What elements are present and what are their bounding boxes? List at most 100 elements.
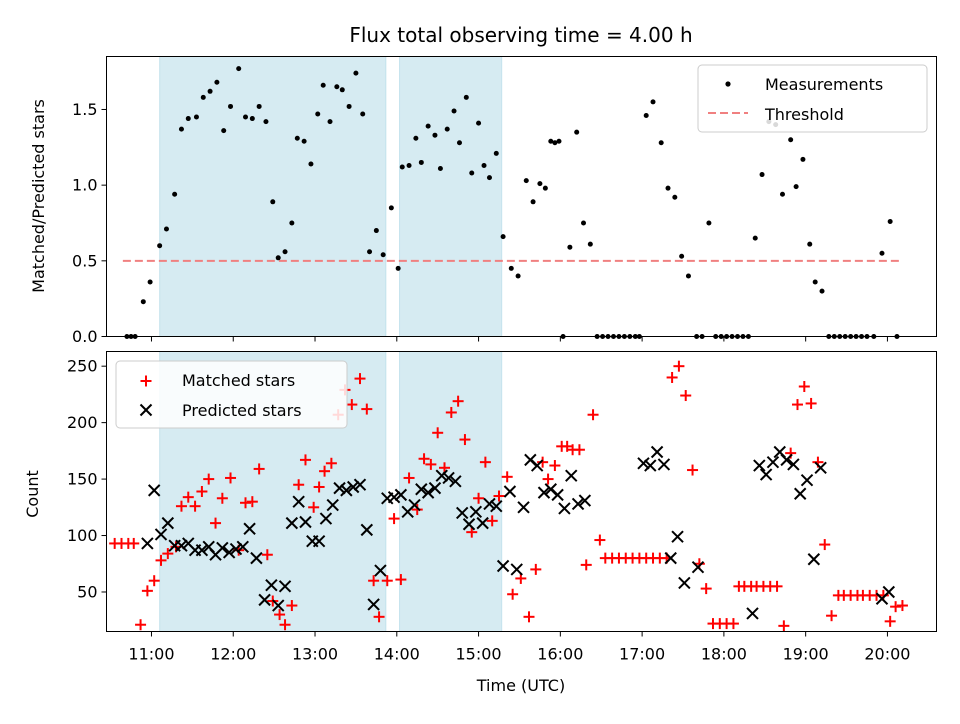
bottom-x-axis-label: Time (UTC) [476,676,565,695]
legend-measurements-label: Measurements [765,75,883,94]
matched-stars-point [700,583,712,595]
measurement-point [643,113,649,119]
measurement-point [665,185,671,191]
predicted-stars-point [258,593,271,607]
predicted-stars-point [346,480,360,494]
matched-stars-point [580,559,592,571]
measurement-point [236,66,242,72]
measurement-point [388,205,394,211]
measurement-point [380,252,386,258]
measurement-point [334,84,340,90]
matched-stars-point [890,601,902,613]
measurement-point [437,166,443,171]
predicted-stars-point [340,484,353,497]
matched-stars-point [418,453,430,465]
measurement-point [444,126,450,132]
predicted-stars-point [456,506,469,520]
legend-matched-label: Matched stars [182,371,295,390]
predicted-stars-point [807,553,821,566]
matched-stars-point [523,611,535,623]
matched-stars-point [819,539,831,551]
predicted-stars-point [578,494,592,507]
predicted-stars-point [637,457,650,470]
measurement-point [672,194,678,200]
measurement-point [788,137,794,143]
measurement-point [425,123,431,129]
measurement-point [552,140,558,146]
predicted-stars-point [299,515,312,529]
predicted-stars-point [483,497,496,511]
predicted-stars-point [517,501,530,514]
measurement-point [812,279,818,285]
matched-stars-point [141,585,153,597]
predicted-stars-point [787,458,800,471]
matched-stars-point [687,464,699,476]
matched-stars-point [542,473,554,485]
top-plot-frame [106,56,937,337]
bottom-x-tick-label: 16:00 [537,645,583,664]
matched-stars-point [162,548,174,560]
predicted-stars-point [571,497,585,511]
predicted-stars-point [794,487,807,500]
predicted-stars-point [353,478,367,491]
measurement-point [752,235,758,241]
measurement-point [887,218,893,224]
matched-stars-point [189,500,201,512]
matched-stars-point [573,444,585,456]
measurement-point [413,135,419,141]
predicted-stars-point [671,530,684,543]
measurement-point [308,161,314,167]
matched-stars-point [196,486,208,497]
matched-stars-point [884,615,896,627]
matched-stars-point [128,537,140,549]
predicted-stars-point [278,580,292,593]
predicted-stars-point [650,445,664,459]
matched-stars-point [549,460,561,472]
predicted-stars-point [558,502,571,515]
measurement-point [800,156,806,162]
predicted-stars-point [435,469,448,482]
measurement-point [339,87,345,93]
matched-stars-point [594,534,606,546]
predicted-stars-point [408,498,421,512]
matched-stars-point [501,471,513,483]
predicted-stars-point [766,455,780,469]
measurement-point [367,249,373,255]
bottom-legend: Matched stars Predicted stars [115,360,348,429]
measurement-point [256,103,262,109]
measurement-point [185,116,191,122]
measurement-point [679,253,685,259]
top-y-tick-label: 0.0 [72,327,97,346]
measurement-point [456,140,462,146]
matched-stars-point [182,491,194,503]
top-y-tick-label: 0.5 [72,251,97,270]
top-legend: Measurements Threshold [697,64,928,133]
matched-stars-point [438,462,450,474]
predicted-stars-point [759,468,773,481]
predicted-stars-point [421,486,435,499]
matched-stars-point [507,588,519,600]
bottom-x-tick-label: 17:00 [619,645,665,664]
predicted-stars-point [394,488,408,502]
predicted-stars-point [415,483,428,496]
predicted-stars-point [367,598,380,611]
predicted-stars-point [490,499,503,513]
bottom-y-tick-label: 250 [67,357,98,376]
matched-stars-point [286,600,298,612]
matched-stars-point [361,403,373,415]
top-panel: 0.0 0.5 1.0 1.5 Flux total observing time =… [29,23,937,346]
measurement-point [406,162,412,168]
measurement-point [537,181,543,187]
legend-predicted-marker [139,403,153,417]
top-shading-group [159,56,503,337]
measurement-point [650,99,656,105]
matched-stars-point [175,500,187,512]
predicted-stars-point [195,544,209,557]
bottom-y-axis: 50 100 150 200 250 [67,357,107,601]
matched-stars-point [673,360,685,372]
bottom-x-tick-label: 18:00 [701,645,747,664]
bottom-x-tick-label: 13:00 [292,645,338,664]
predicted-stars-point [243,522,256,535]
predicted-stars-point [250,551,263,565]
bottom-x-tick-label: 19:00 [783,645,829,664]
